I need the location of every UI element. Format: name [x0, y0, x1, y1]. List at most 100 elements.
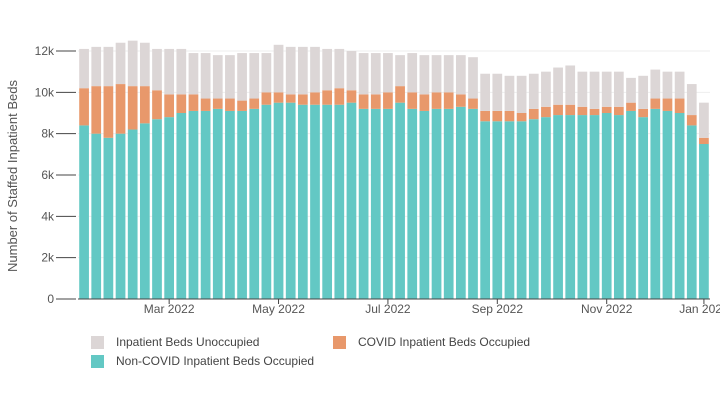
- bar-covid[interactable]: [699, 137, 709, 144]
- bar-non-covid[interactable]: [225, 110, 235, 299]
- bar-unoccupied[interactable]: [528, 73, 539, 109]
- bar-unoccupied[interactable]: [443, 55, 454, 93]
- bar-non-covid[interactable]: [334, 104, 345, 299]
- bar-non-covid[interactable]: [601, 113, 612, 299]
- bar-non-covid[interactable]: [188, 110, 199, 299]
- bar-unoccupied[interactable]: [626, 77, 636, 103]
- bar-non-covid[interactable]: [589, 115, 600, 299]
- legend-item-non-covid[interactable]: Non-COVID Inpatient Beds Occupied: [91, 354, 314, 368]
- bar-covid[interactable]: [297, 94, 308, 105]
- bar-unoccupied[interactable]: [152, 48, 162, 91]
- bar-covid[interactable]: [492, 110, 503, 122]
- bar-covid[interactable]: [285, 94, 296, 103]
- bar-unoccupied[interactable]: [297, 46, 308, 95]
- bar-covid[interactable]: [638, 108, 649, 118]
- bar-unoccupied[interactable]: [650, 69, 661, 99]
- bar-non-covid[interactable]: [237, 110, 247, 299]
- bar-non-covid[interactable]: [455, 106, 466, 299]
- bar-unoccupied[interactable]: [383, 53, 393, 93]
- bar-non-covid[interactable]: [383, 108, 393, 299]
- bar-unoccupied[interactable]: [127, 40, 138, 87]
- bar-non-covid[interactable]: [310, 104, 320, 299]
- bar-non-covid[interactable]: [504, 121, 515, 300]
- bar-unoccupied[interactable]: [358, 53, 369, 95]
- bar-non-covid[interactable]: [541, 117, 551, 299]
- bar-non-covid[interactable]: [273, 102, 284, 300]
- bar-covid[interactable]: [273, 92, 284, 103]
- bar-non-covid[interactable]: [431, 108, 442, 299]
- bar-covid[interactable]: [528, 108, 539, 120]
- bar-non-covid[interactable]: [297, 104, 308, 299]
- bar-covid[interactable]: [91, 86, 102, 134]
- bar-covid[interactable]: [419, 94, 430, 111]
- bar-unoccupied[interactable]: [115, 42, 126, 85]
- bar-covid[interactable]: [516, 113, 527, 122]
- bar-unoccupied[interactable]: [237, 53, 247, 101]
- bar-non-covid[interactable]: [91, 133, 102, 299]
- bar-non-covid[interactable]: [322, 104, 333, 299]
- bar-non-covid[interactable]: [553, 115, 563, 299]
- bar-non-covid[interactable]: [492, 121, 503, 300]
- bar-unoccupied[interactable]: [395, 55, 405, 87]
- bar-covid[interactable]: [431, 92, 442, 109]
- bar-covid[interactable]: [370, 94, 381, 109]
- bar-covid[interactable]: [346, 90, 357, 103]
- bar-non-covid[interactable]: [528, 119, 539, 299]
- bar-unoccupied[interactable]: [613, 71, 624, 107]
- bar-covid[interactable]: [176, 94, 187, 113]
- bar-non-covid[interactable]: [650, 108, 661, 299]
- bar-non-covid[interactable]: [139, 123, 150, 299]
- bar-non-covid[interactable]: [577, 115, 588, 299]
- bar-covid[interactable]: [115, 84, 126, 134]
- legend-item-unoccupied[interactable]: Inpatient Beds Unoccupied: [91, 335, 259, 349]
- bar-unoccupied[interactable]: [176, 48, 187, 95]
- bar-covid[interactable]: [407, 92, 418, 109]
- bar-unoccupied[interactable]: [504, 75, 515, 111]
- bar-covid[interactable]: [613, 106, 624, 116]
- bar-non-covid[interactable]: [127, 129, 138, 299]
- bar-unoccupied[interactable]: [164, 48, 175, 95]
- bar-covid[interactable]: [188, 94, 199, 111]
- bar-non-covid[interactable]: [674, 113, 685, 299]
- bar-unoccupied[interactable]: [370, 53, 381, 95]
- bar-unoccupied[interactable]: [273, 44, 284, 93]
- bar-unoccupied[interactable]: [103, 46, 114, 87]
- bar-unoccupied[interactable]: [188, 53, 199, 95]
- bar-covid[interactable]: [237, 100, 247, 111]
- bar-covid[interactable]: [455, 94, 466, 107]
- bar-non-covid[interactable]: [285, 102, 296, 300]
- bar-unoccupied[interactable]: [249, 53, 260, 99]
- bar-non-covid[interactable]: [358, 108, 369, 299]
- bar-covid[interactable]: [468, 98, 478, 109]
- bar-non-covid[interactable]: [212, 108, 223, 299]
- bar-unoccupied[interactable]: [662, 71, 673, 99]
- bar-non-covid[interactable]: [346, 102, 357, 300]
- bar-covid[interactable]: [395, 86, 405, 103]
- bar-covid[interactable]: [310, 92, 320, 105]
- bar-covid[interactable]: [589, 108, 600, 116]
- bar-covid[interactable]: [358, 94, 369, 109]
- bar-non-covid[interactable]: [480, 121, 491, 300]
- bar-covid[interactable]: [541, 106, 551, 118]
- bar-non-covid[interactable]: [249, 108, 260, 299]
- bar-non-covid[interactable]: [686, 125, 697, 300]
- bar-covid[interactable]: [79, 88, 89, 126]
- bar-non-covid[interactable]: [395, 102, 405, 300]
- bar-covid[interactable]: [553, 104, 563, 116]
- bar-covid[interactable]: [334, 88, 345, 105]
- bar-non-covid[interactable]: [370, 108, 381, 299]
- bar-non-covid[interactable]: [419, 110, 430, 299]
- bar-covid[interactable]: [480, 110, 491, 122]
- bar-covid[interactable]: [139, 86, 150, 124]
- bar-covid[interactable]: [674, 98, 685, 113]
- bar-covid[interactable]: [504, 110, 515, 122]
- bar-covid[interactable]: [577, 106, 588, 116]
- bar-covid[interactable]: [686, 115, 697, 126]
- bar-unoccupied[interactable]: [553, 67, 563, 105]
- bar-covid[interactable]: [103, 86, 114, 138]
- bar-unoccupied[interactable]: [212, 55, 223, 99]
- bar-non-covid[interactable]: [613, 115, 624, 299]
- bar-covid[interactable]: [200, 98, 211, 111]
- bar-unoccupied[interactable]: [492, 73, 503, 111]
- bar-unoccupied[interactable]: [638, 75, 649, 109]
